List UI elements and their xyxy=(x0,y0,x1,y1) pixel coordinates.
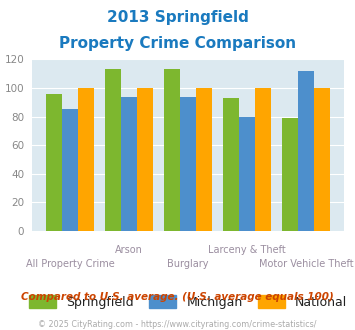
Text: Arson: Arson xyxy=(115,245,143,255)
Text: © 2025 CityRating.com - https://www.cityrating.com/crime-statistics/: © 2025 CityRating.com - https://www.city… xyxy=(38,320,317,329)
Bar xyxy=(298,71,314,231)
Text: All Property Crime: All Property Crime xyxy=(26,259,114,269)
Bar xyxy=(223,98,239,231)
Text: Compared to U.S. average. (U.S. average equals 100): Compared to U.S. average. (U.S. average … xyxy=(21,292,334,302)
Bar xyxy=(105,69,121,231)
Bar xyxy=(314,88,330,231)
Text: Property Crime Comparison: Property Crime Comparison xyxy=(59,36,296,51)
Bar xyxy=(255,88,271,231)
Bar xyxy=(196,88,212,231)
Text: Larceny & Theft: Larceny & Theft xyxy=(208,245,286,255)
Bar xyxy=(78,88,94,231)
Bar xyxy=(62,110,78,231)
Bar xyxy=(46,94,62,231)
Bar xyxy=(239,116,255,231)
Bar xyxy=(137,88,153,231)
Bar xyxy=(121,97,137,231)
Bar xyxy=(164,69,180,231)
Bar xyxy=(282,118,298,231)
Text: Motor Vehicle Theft: Motor Vehicle Theft xyxy=(259,259,354,269)
Bar xyxy=(180,97,196,231)
Text: 2013 Springfield: 2013 Springfield xyxy=(106,10,248,25)
Text: Burglary: Burglary xyxy=(168,259,209,269)
Legend: Springfield, Michigan, National: Springfield, Michigan, National xyxy=(24,290,353,314)
